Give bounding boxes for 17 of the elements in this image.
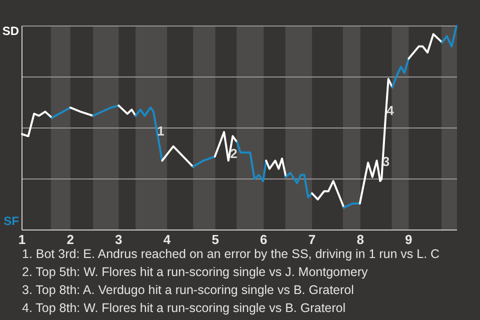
text: 3. Top 8th: A. Verdugo hit a run-scoring single vs B. Graterol — [22, 283, 354, 297]
text: SD — [2, 24, 20, 38]
text: SF — [4, 214, 19, 228]
x-tick-label: 8 — [356, 232, 364, 248]
x-tick-label: 7 — [308, 232, 316, 248]
x-tick-label: 1 — [18, 232, 26, 248]
x-tick-label: 5 — [212, 232, 219, 248]
x-tick-label: 2 — [66, 232, 74, 248]
text: 1. Bot 3rd: E. Andrus reached on an error by the SS, driving in 1 run vs L. C — [22, 247, 440, 261]
x-tick-label: 6 — [260, 232, 268, 248]
x-tick-label: 9 — [405, 232, 412, 248]
annotation: 2 — [230, 146, 238, 161]
text: 4. Top 8th: W. Flores hit a run-scoring single vs B. Graterol — [22, 301, 346, 315]
x-tick-label: 4 — [163, 232, 172, 248]
text: 2. Top 5th: W. Flores hit a run-scoring single vs J. Montgomery — [22, 265, 368, 279]
x-tick-label: 3 — [115, 232, 122, 248]
annotation: 1 — [157, 124, 164, 139]
